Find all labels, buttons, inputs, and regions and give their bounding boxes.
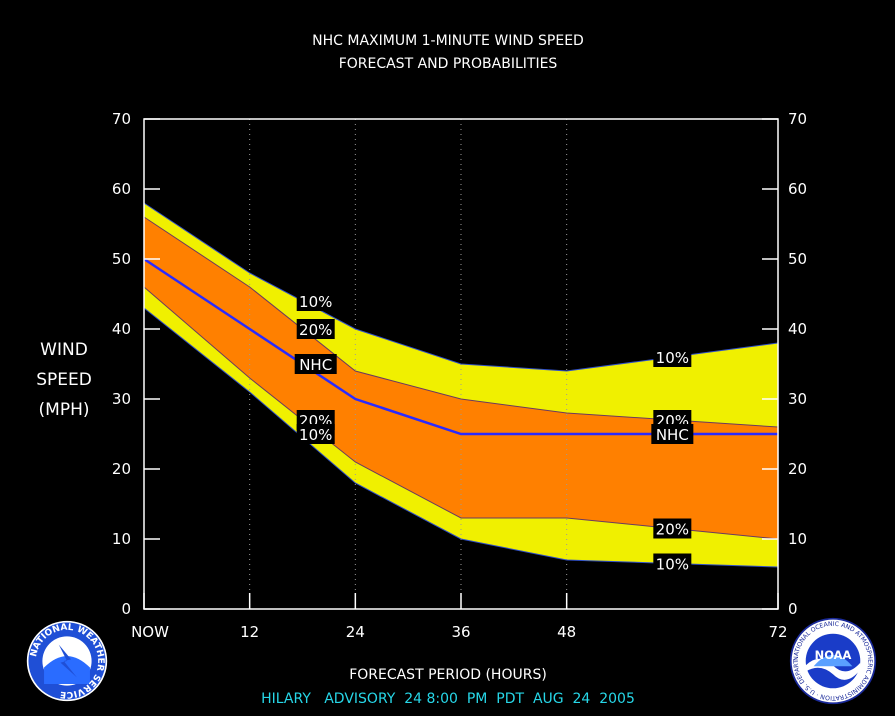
- y-tick-label-right-20: 20: [788, 460, 807, 478]
- x-tick-label-48: 48: [557, 623, 576, 641]
- band-label-box-0: [296, 291, 335, 311]
- y-tick-label-right-70: 70: [788, 110, 807, 128]
- y-tick-label-right-60: 60: [788, 180, 807, 198]
- band-label-8: 20%: [656, 521, 689, 539]
- band-label-box-5: [653, 347, 692, 367]
- chart-title: NHC MAXIMUM 1-MINUTE WIND SPEED: [312, 33, 584, 49]
- noaa-logo-text: NOAA: [815, 648, 852, 662]
- y-tick-label-right-10: 10: [788, 530, 807, 548]
- y-tick-label-left-70: 70: [112, 110, 131, 128]
- x-axis-label: FORECAST PERIOD (HOURS): [349, 667, 547, 683]
- x-tick-label-72: 72: [768, 623, 787, 641]
- probability-bands: [144, 203, 778, 567]
- x-axis-ticks: NOW 12 24 36 48 72: [131, 593, 788, 641]
- y-axis-label-line-1: WIND: [40, 340, 88, 360]
- chart-subtitle: FORECAST AND PROBABILITIES: [339, 56, 558, 72]
- y-axis-label-line-2: SPEED: [36, 370, 92, 390]
- band-label-box-8: [653, 518, 692, 539]
- band-label-7: NHC: [656, 426, 689, 444]
- nws-logo: NATIONAL WEATHER SERVICE: [26, 620, 108, 702]
- band-label-box-1: [296, 319, 335, 339]
- band-label-box-7: [651, 424, 694, 444]
- y-tick-label-right-40: 40: [788, 320, 807, 338]
- y-axis-label-line-3: (MPH): [39, 400, 90, 420]
- noaa-logo: NOAA NATIONAL OCEANIC AND ATMOSPHERIC AD…: [789, 617, 877, 705]
- band-label-0: 10%: [299, 293, 332, 311]
- y-tick-label-right-0: 0: [788, 600, 798, 618]
- band-20-percent: [144, 217, 778, 539]
- x-tick-label-36: 36: [451, 623, 470, 641]
- x-tick-label-0: NOW: [131, 623, 169, 641]
- band-label-5: 10%: [656, 349, 689, 367]
- y-tick-label-left-20: 20: [112, 460, 131, 478]
- band-label-box-2: [294, 354, 337, 374]
- band-label-9: 10%: [656, 556, 689, 574]
- y-tick-label-left-50: 50: [112, 250, 131, 268]
- band-label-box-9: [653, 553, 692, 574]
- y-tick-label-left-40: 40: [112, 320, 131, 338]
- band-label-2: NHC: [299, 356, 332, 374]
- band-label-box-4: [296, 424, 335, 444]
- y-tick-label-left-0: 0: [121, 600, 131, 618]
- y-tick-label-left-30: 30: [112, 390, 131, 408]
- x-tick-label-24: 24: [346, 623, 365, 641]
- band-label-1: 20%: [299, 321, 332, 339]
- x-tick-label-12: 12: [240, 623, 259, 641]
- y-tick-label-left-10: 10: [112, 530, 131, 548]
- y-tick-label-left-60: 60: [112, 180, 131, 198]
- advisory-footer: HILARY ADVISORY 24 8:00 PM PDT AUG 24 20…: [261, 691, 635, 707]
- y-axis-ticks: 0 0 10 10 20 20 30 30 40 40 50 50 60 60 70 70: [112, 110, 807, 618]
- band-label-4: 10%: [299, 426, 332, 444]
- y-tick-label-right-50: 50: [788, 250, 807, 268]
- y-tick-label-right-30: 30: [788, 390, 807, 408]
